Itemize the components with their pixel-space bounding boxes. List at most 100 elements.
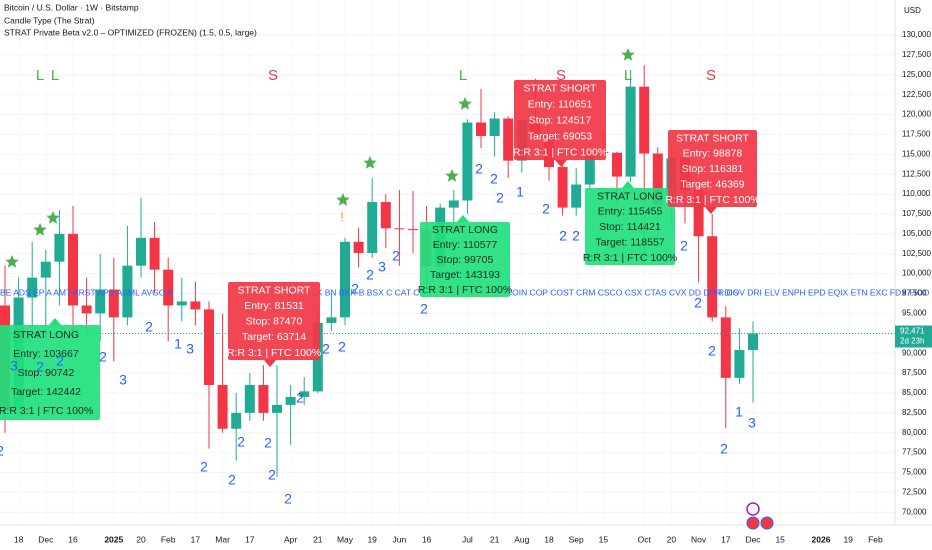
strat-label: 3 bbox=[186, 341, 194, 357]
candle-body bbox=[612, 152, 622, 177]
alert-marker: ! bbox=[340, 209, 344, 224]
y-tick-label: 75,000 bbox=[902, 468, 927, 477]
strat-label: 2 bbox=[268, 467, 276, 483]
x-tick-label: Mar bbox=[215, 534, 230, 544]
last-price-tag bbox=[895, 325, 932, 348]
y-tick-label: 77,500 bbox=[902, 448, 927, 457]
strat-label: 2 bbox=[56, 353, 64, 369]
candle-body bbox=[163, 269, 174, 306]
candle-body bbox=[27, 277, 38, 298]
signal-box-line: R:R 3:1 | FTC 100% bbox=[418, 284, 512, 296]
strat-label: 3 bbox=[119, 372, 127, 388]
strat-label: 2 bbox=[237, 434, 245, 450]
signal-box: STRAT LONG Entry: 103667 Stop: 90742 Target… bbox=[0, 318, 100, 420]
strat-label: 2 bbox=[420, 301, 428, 317]
axes: 70,000 72,500 75,000 77,500 80,000 82,500 85,0… bbox=[14, 30, 932, 544]
candle-body bbox=[734, 350, 745, 378]
ticker-strip: COIN COP COST CRM CSCO CSX CTAS CVX DD D… bbox=[506, 287, 739, 297]
strat-label: 2 bbox=[392, 248, 400, 264]
x-tick-label: 2026 bbox=[812, 534, 831, 544]
strat-label: 2 bbox=[36, 359, 44, 375]
strat-label: 2 bbox=[694, 295, 702, 311]
y-tick-label: 125,000 bbox=[902, 70, 931, 79]
candle-body bbox=[340, 241, 350, 318]
y-tick-label: 97,500 bbox=[902, 289, 927, 298]
signal-box-line: Entry: 115455 bbox=[598, 206, 663, 218]
strat-label: 2 bbox=[366, 267, 374, 283]
x-tick-label: Dec bbox=[745, 534, 761, 544]
signal-box-pointer bbox=[457, 215, 469, 222]
y-tick-label: 122,500 bbox=[902, 90, 931, 99]
signal-box-line: Entry: 110577 bbox=[433, 239, 498, 251]
y-tick-label: 102,500 bbox=[902, 249, 931, 258]
candle-body bbox=[299, 391, 310, 397]
x-tick-label: Jun bbox=[393, 534, 407, 544]
signal-star bbox=[33, 223, 47, 236]
ticker-strip: R DOV DRI ELV ENPH EPD EQIX ETN EXC FDX … bbox=[718, 287, 932, 297]
signal-box-line: Entry: 81531 bbox=[244, 300, 304, 312]
x-tick-label: 20 bbox=[136, 534, 146, 544]
strat-label: 2 bbox=[559, 228, 567, 244]
candle-body bbox=[557, 167, 568, 208]
candle-body bbox=[639, 86, 650, 154]
x-tick-label: 15 bbox=[599, 534, 609, 544]
strat-label: 2 bbox=[200, 459, 208, 475]
y-tick-label: 90,000 bbox=[902, 348, 927, 357]
signal-box-bg bbox=[585, 188, 675, 265]
candle-body bbox=[68, 233, 78, 306]
y-tick-label: 130,000 bbox=[902, 30, 931, 39]
candle-body bbox=[231, 412, 242, 429]
strat-label: 3 bbox=[10, 358, 18, 374]
strat-label: 2 bbox=[475, 161, 483, 177]
candle-body bbox=[122, 265, 133, 318]
candle-body bbox=[40, 261, 51, 278]
candle-body bbox=[204, 309, 214, 385]
signal-letter: L bbox=[51, 67, 59, 84]
candle-body bbox=[380, 202, 391, 229]
strat-label: 2 bbox=[572, 228, 580, 244]
candle-body bbox=[136, 237, 146, 266]
candle-body bbox=[748, 333, 758, 350]
x-tick-label: 20 bbox=[667, 534, 677, 544]
signal-star bbox=[336, 193, 350, 206]
candle-body bbox=[272, 404, 282, 413]
signal-box-line: Stop: 124517 bbox=[529, 115, 592, 127]
candle-body bbox=[707, 236, 718, 318]
x-tick-label: Jul bbox=[462, 534, 473, 544]
event-icon bbox=[760, 516, 774, 530]
strat-label: 1 bbox=[735, 404, 743, 420]
x-tick-label: Oct bbox=[638, 534, 652, 544]
strat-label: 2 bbox=[0, 443, 4, 459]
ticker-strip: LK BN BKR B BSX C CAT CB bbox=[312, 287, 425, 297]
signal-box-pointer bbox=[264, 360, 276, 367]
candle-body bbox=[408, 229, 418, 231]
signal-box: STRAT LONG Entry: 110577 Stop: 99705 Target… bbox=[418, 215, 512, 297]
x-tick-label: Apr bbox=[284, 534, 297, 544]
y-tick-label: 70,000 bbox=[902, 507, 927, 516]
strat-label: 2 bbox=[680, 238, 688, 254]
y-tick-label: 95,000 bbox=[902, 309, 927, 318]
strat-label: 1 bbox=[174, 336, 182, 352]
x-tick-label: 15 bbox=[775, 534, 785, 544]
ticker-strip: BE ADS EP A AMT ARST APD ASML AVGO A bbox=[0, 287, 173, 297]
strat-label: 2 bbox=[720, 441, 728, 457]
signal-box: STRAT SHORT Entry: 110651 Stop: 124517 Targ… bbox=[513, 80, 607, 167]
signal-box-line: R:R 3:1 | FTC 100% bbox=[583, 252, 677, 264]
signal-box: STRAT LONG Entry: 115455 Stop: 114421 Targe… bbox=[583, 181, 677, 265]
signal-box-pointer bbox=[49, 318, 61, 325]
x-tick-label: 18 bbox=[544, 534, 554, 544]
strat-label: 2 bbox=[296, 390, 304, 406]
strat-label: 3 bbox=[378, 259, 386, 275]
candle-body bbox=[95, 289, 106, 314]
candle-body bbox=[367, 202, 378, 253]
y-tick-label: 107,500 bbox=[902, 209, 931, 218]
y-tick-label: 72,500 bbox=[902, 487, 927, 496]
candle-body bbox=[81, 305, 92, 314]
signal-box-line: STRAT SHORT bbox=[524, 83, 598, 95]
candle-body bbox=[652, 153, 663, 206]
strat-label: 2 bbox=[496, 190, 504, 206]
y-tick-label: 115,000 bbox=[902, 149, 931, 158]
x-tick-label: Feb bbox=[161, 534, 176, 544]
signal-box-line: Entry: 98878 bbox=[683, 148, 743, 160]
